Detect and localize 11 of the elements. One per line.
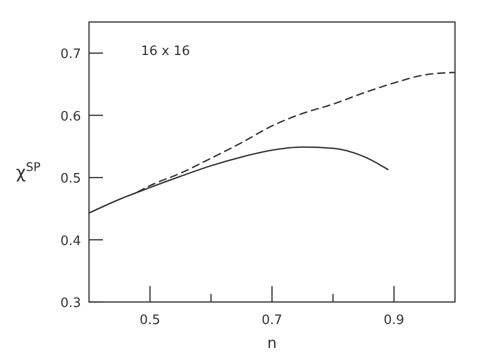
x-tick-label: 0.9 [384,313,404,328]
annotation: 16 x 16 [141,44,190,59]
y-tick-label: 0.7 [60,47,81,62]
x-axis-title: n [267,334,277,352]
x-tick-label: 0.5 [140,313,160,328]
y-tick-label: 0.6 [60,109,81,124]
x-tick-label: 0.7 [262,313,282,328]
y-axis-title: χ$^{SP}$ [16,160,41,183]
y-tick-label: 0.4 [60,234,81,249]
y-tick-label: 0.5 [60,172,81,187]
y-tick-label: 0.3 [60,296,81,311]
